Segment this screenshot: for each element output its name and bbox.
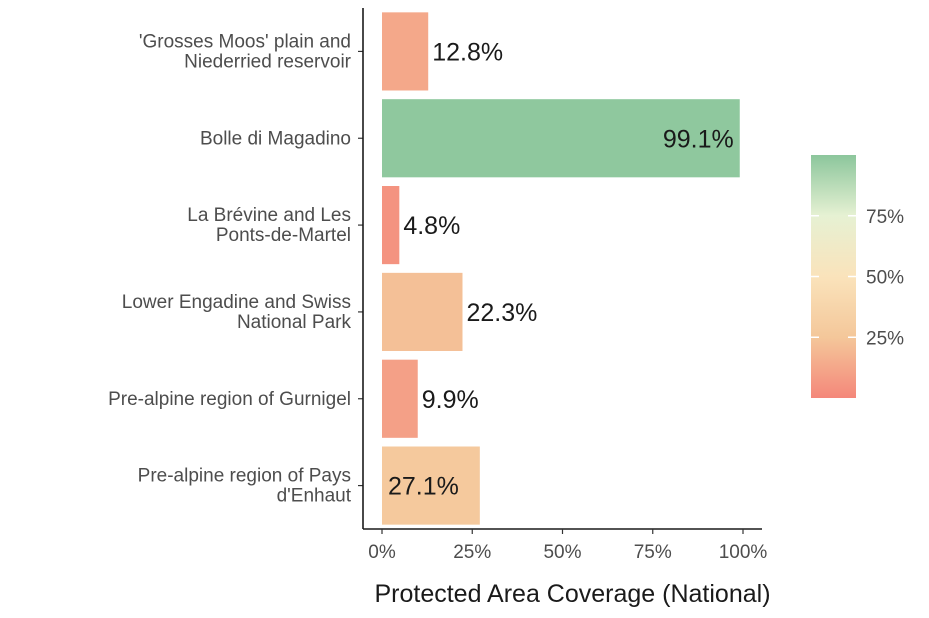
bar [382,272,463,351]
category-label: La Brévine and Les [187,205,351,226]
data-label: 27.1% [388,473,459,501]
colorbar-tick-label: 25% [866,328,904,349]
axes-layer: 0% 25% 50% 75% 100% Protected Area Coverage (… [358,8,771,608]
bar [382,99,740,178]
data-label: 9.9% [422,386,479,414]
x-tick-label: 0% [368,542,396,563]
x-tick-label: 100% [719,542,768,563]
colorbar-tick-label: 50% [866,268,904,289]
bar [382,446,480,525]
bar [382,12,429,91]
category-label: Ponts-de-Martel [216,225,351,246]
category-label: Niederried reservoir [184,51,352,72]
x-axis-title: Protected Area Coverage (National) [374,580,770,608]
data-label: 12.8% [432,38,503,66]
bars-layer [382,12,740,525]
x-tick-label: 50% [543,542,581,563]
bar [382,359,418,438]
data-labels-layer: 12.8% 99.1% 4.8% 22.3% 9.9% 27.1% [388,38,734,500]
category-label: Lower Engadine and Swiss [122,292,351,313]
category-label: Pre-alpine region of Gurnigel [108,389,351,410]
x-tick-label: 25% [453,542,491,563]
data-label: 99.1% [663,125,734,153]
bar [382,186,400,265]
category-label: 'Grosses Moos' plain and [139,31,351,52]
category-label: d'Enhaut [277,486,352,507]
x-tick-label: 75% [634,542,672,563]
colorbar-legend: 25% 50% 75% [811,155,904,398]
data-label: 22.3% [467,299,538,327]
category-label: National Park [237,312,352,333]
colorbar-tick-label: 75% [866,207,904,228]
category-label: Bolle di Magadino [200,128,351,149]
category-label: Pre-alpine region of Pays [138,466,351,487]
data-label: 4.8% [403,212,460,240]
